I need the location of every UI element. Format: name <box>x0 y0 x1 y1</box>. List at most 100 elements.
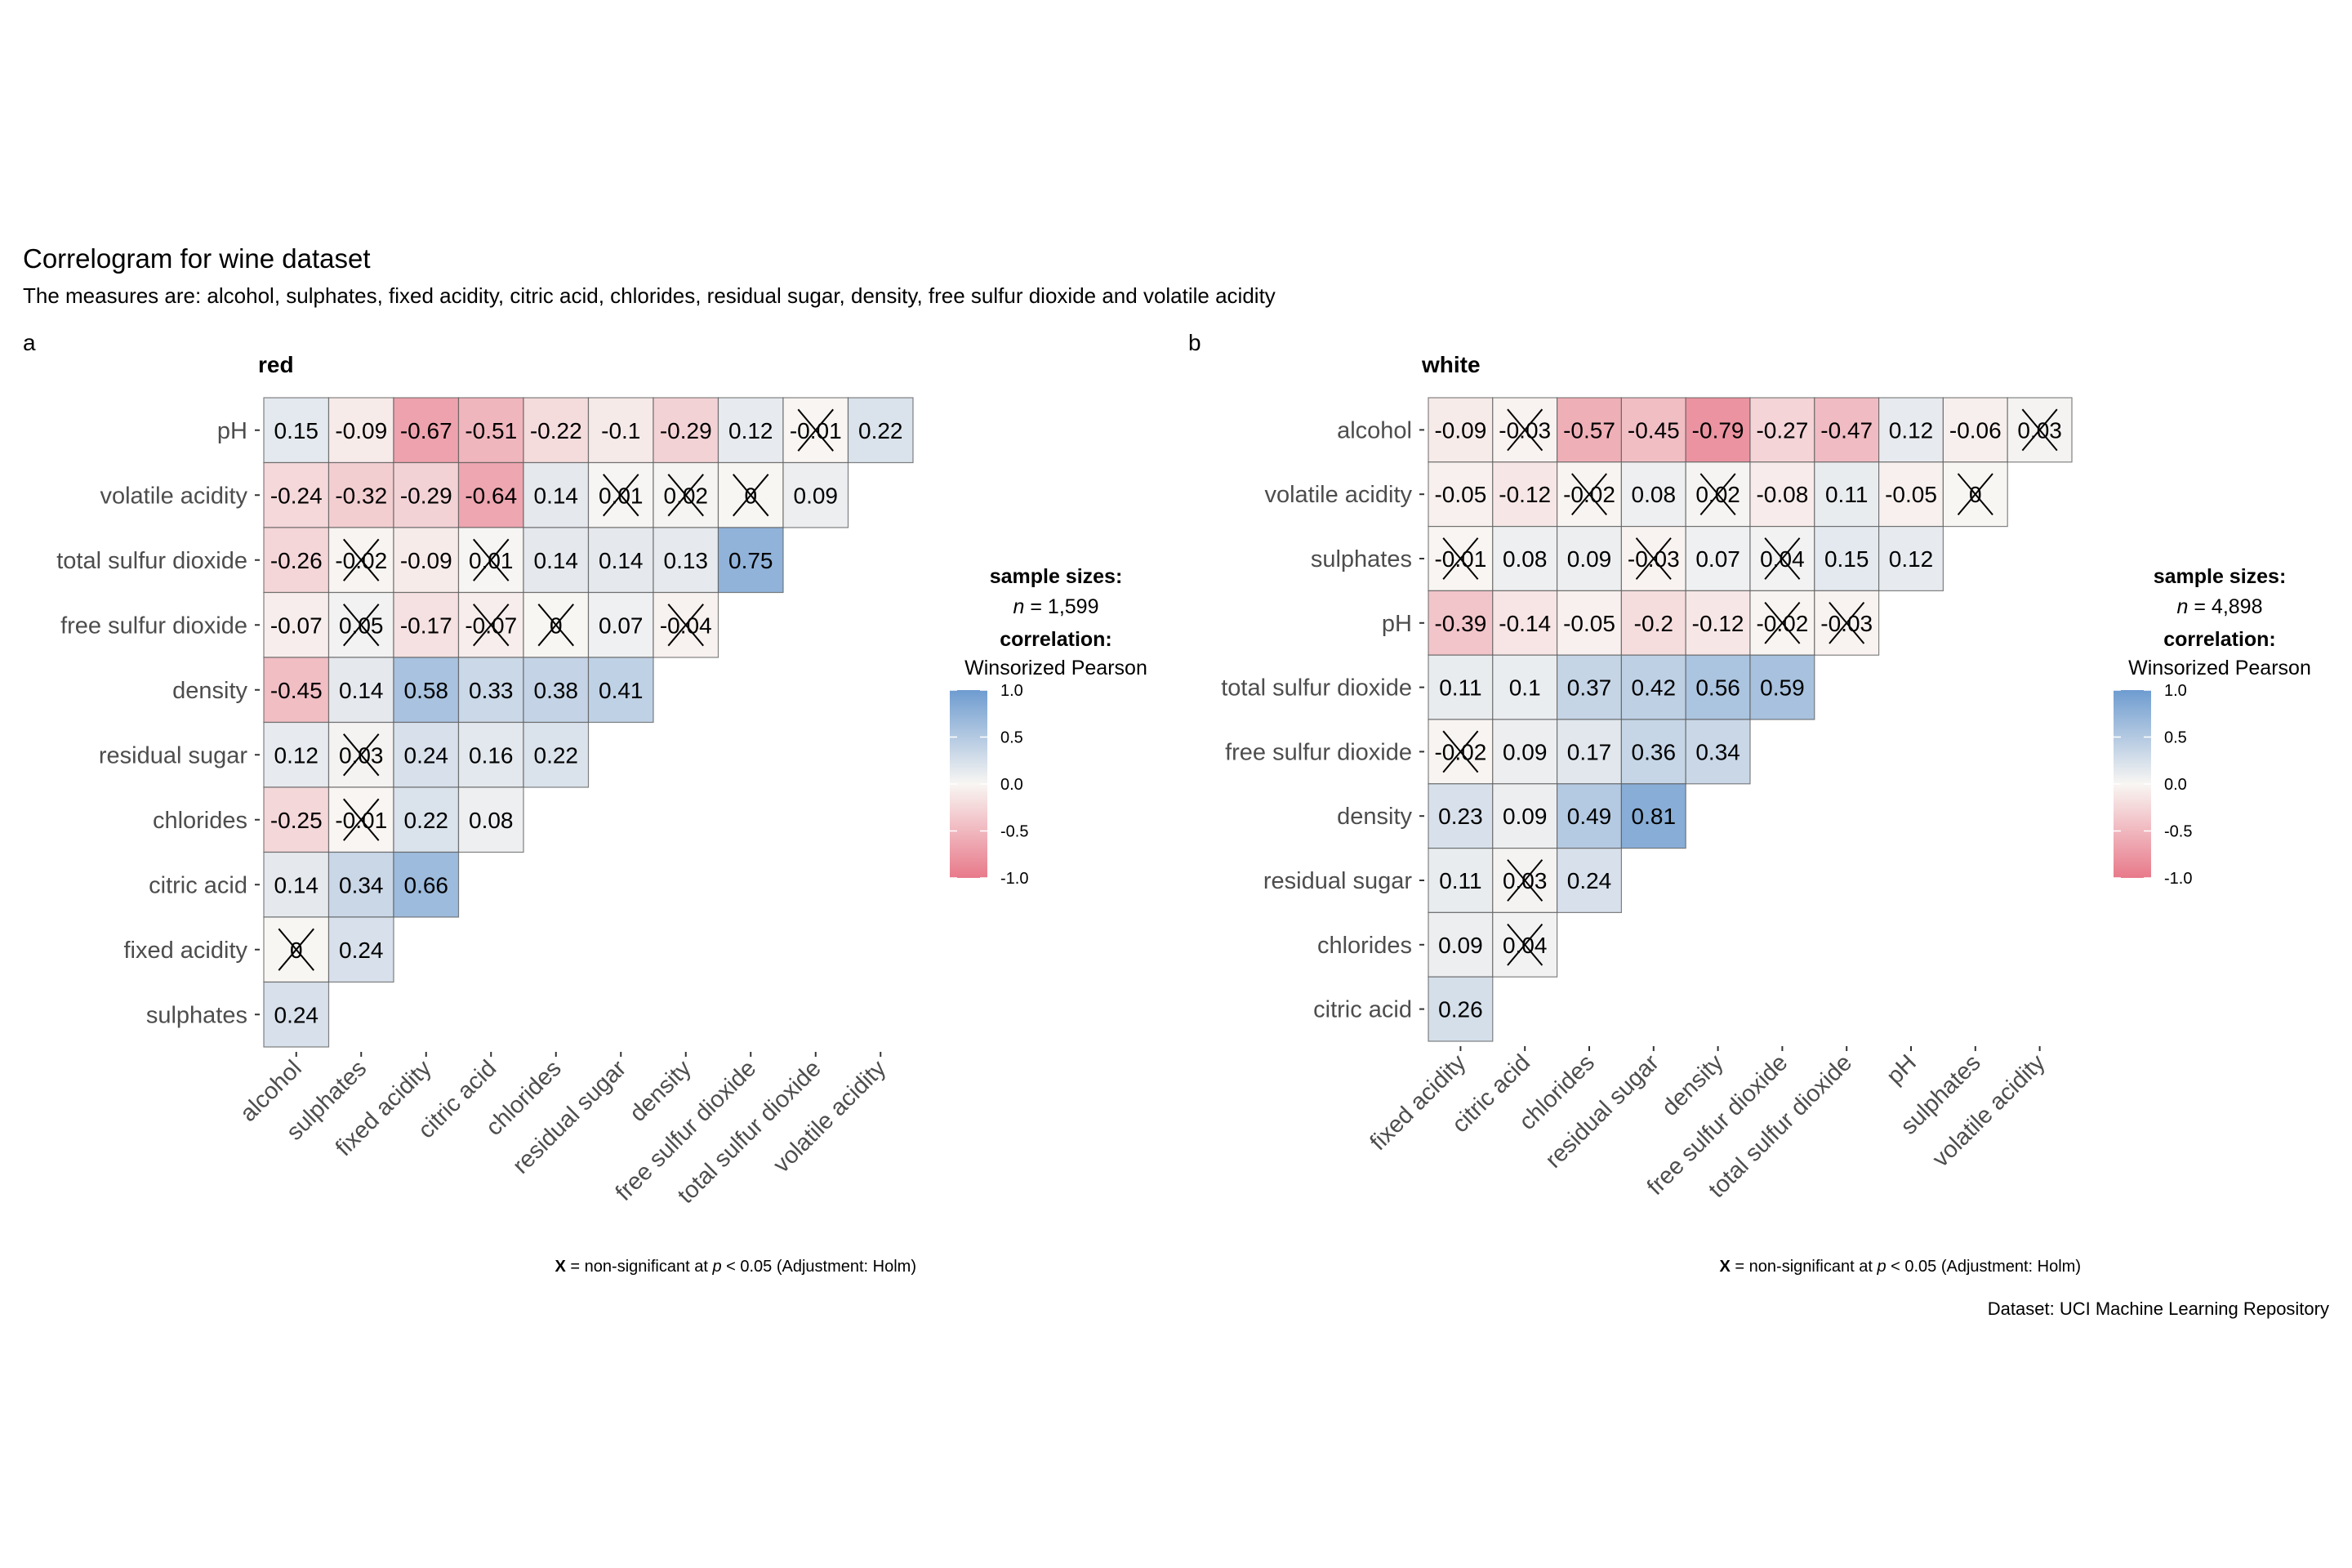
non-significant-cross-mark <box>343 604 380 647</box>
legend-sample-size: n = 4,898 <box>2177 595 2263 618</box>
heatmap-cell: -0.09 <box>327 397 394 464</box>
cell-value-label: 0.38 <box>534 678 579 703</box>
heatmap-cell: -0.03 <box>1814 590 1880 656</box>
non-significant-cross-mark <box>1764 601 1801 644</box>
cell-value-label: 0.08 <box>1632 482 1677 507</box>
non-significant-cross-mark <box>667 474 704 517</box>
panel-title-white: white <box>1422 352 1481 377</box>
non-significant-cross-mark <box>1442 730 1479 773</box>
cell-fill <box>457 721 524 788</box>
non-significant-cross-mark <box>1764 537 1801 580</box>
cell-value-label: -0.27 <box>1756 417 1808 443</box>
caption-text: = non-significant at <box>566 1258 713 1276</box>
heatmap-cell: 0.24 <box>393 721 460 788</box>
cell-value-label: 0.17 <box>1567 739 1612 764</box>
cell-fill <box>1878 461 1944 528</box>
cell-value-label: -0.1 <box>601 418 640 443</box>
heatmap-cell: 0.66 <box>393 851 460 918</box>
legend-tick-label: 0.5 <box>2164 729 2187 747</box>
heatmap-cell: 0.41 <box>587 657 654 724</box>
heatmap-cell: -0.12 <box>1685 590 1751 656</box>
heatmap-cell: 0.34 <box>327 851 394 918</box>
legend: sample sizes: n = 1,599 correlation: Winsor… <box>950 565 1147 888</box>
non-significant-cross-mark <box>2021 408 2058 452</box>
cell-fill <box>1492 719 1558 785</box>
heatmap-cell: -0.57 <box>1556 397 1622 463</box>
cell-fill <box>1620 783 1686 849</box>
y-axis-label: pH <box>1382 611 1412 637</box>
heatmap-cell: 0.14 <box>587 527 654 594</box>
heatmap-cell: 0.04 <box>1749 525 1815 591</box>
legend-tick-label: 1.0 <box>1000 682 1023 700</box>
heatmap-cell: 0.14 <box>523 461 590 528</box>
heatmap-cell: 0.24 <box>1556 847 1622 913</box>
cell-fill <box>393 461 460 528</box>
cell-value-label: 0.49 <box>1567 804 1612 829</box>
cell-fill <box>1492 525 1558 591</box>
non-significant-cross-mark <box>733 474 769 517</box>
cell-value-label: 0.16 <box>469 742 514 768</box>
cell-value-label: -0.22 <box>530 418 582 443</box>
cell-fill <box>523 461 590 528</box>
significance-caption: X = non-significant at p < 0.05 (Adjustm… <box>1720 1258 2081 1276</box>
heatmap-cell: 0.36 <box>1620 719 1686 785</box>
x-axis-label: pH <box>1882 1049 1922 1089</box>
cell-value-label: 0.09 <box>1503 739 1548 764</box>
cell-fill <box>523 721 590 788</box>
heatmap-cell: -0.1 <box>587 397 654 464</box>
heatmap-cell: 0.04 <box>1492 911 1558 978</box>
cell-value-label: 0.14 <box>534 483 579 508</box>
heatmap-cell: -0.27 <box>1749 397 1815 463</box>
sample-size-symbol: n <box>2177 595 2194 618</box>
cell-fill <box>587 591 654 658</box>
cell-value-label: -0.67 <box>400 418 452 443</box>
cell-fill <box>1428 783 1494 849</box>
heatmap-cell: 0.13 <box>653 527 719 594</box>
cell-value-label: 0.42 <box>1632 675 1677 701</box>
non-significant-cross-mark <box>1442 537 1479 580</box>
non-significant-cross-mark <box>473 604 510 647</box>
heatmap-cell: 0 <box>523 591 590 658</box>
y-axis-label: chlorides <box>153 808 247 834</box>
y-axis-label: alcohol <box>1337 417 1412 443</box>
cell-fill <box>263 721 330 788</box>
legend-correlation-title: correlation: <box>2163 628 2276 651</box>
legend-tick-label: 0.0 <box>2164 776 2187 794</box>
cell-fill <box>263 786 330 853</box>
legend-correlation-title: correlation: <box>1000 628 1112 651</box>
cell-value-label: -0.64 <box>465 483 517 508</box>
heatmap-cell: -0.03 <box>1620 525 1686 591</box>
cell-value-label: 0.09 <box>1503 804 1548 829</box>
heatmap-cell: -0.02 <box>327 527 394 594</box>
heatmap-cell: 0.15 <box>1814 525 1880 591</box>
legend-tick-label: -0.5 <box>2164 823 2192 841</box>
cell-value-label: 0.12 <box>728 418 773 443</box>
heatmap-cell: -0.08 <box>1749 461 1815 528</box>
heatmap-cell: 0.03 <box>327 721 394 788</box>
non-significant-cross-mark <box>1507 408 1544 452</box>
cell-fill <box>1942 397 2008 463</box>
y-axis-label: sulphates <box>146 1002 247 1028</box>
heatmap-cell: 0.38 <box>523 657 590 724</box>
cell-fill <box>587 397 654 464</box>
caption-p-symbol: p <box>711 1258 721 1276</box>
heatmap-cell: 0.42 <box>1620 654 1686 720</box>
cell-value-label: 0.33 <box>469 678 514 703</box>
non-significant-cross-mark <box>1957 473 1993 516</box>
cell-fill <box>1428 976 1494 1042</box>
cell-value-label: 0.07 <box>599 612 644 638</box>
heatmap-cell: -0.29 <box>653 397 719 464</box>
cell-fill <box>1685 397 1751 463</box>
y-axis-label: volatile acidity <box>1264 482 1412 508</box>
cell-fill <box>327 851 394 918</box>
cell-fill <box>263 527 330 594</box>
cell-value-label: 0.14 <box>534 548 579 573</box>
cell-fill <box>1492 461 1558 528</box>
non-significant-cross-mark <box>797 408 834 452</box>
y-axis-label: density <box>1337 804 1412 830</box>
heatmap-cell: -0.01 <box>327 786 394 853</box>
cell-value-label: -0.57 <box>1563 417 1615 443</box>
heatmap-cell: 0.37 <box>1556 654 1622 720</box>
cell-value-label: -0.07 <box>270 612 323 638</box>
y-axis-label: fixed acidity <box>123 938 247 964</box>
